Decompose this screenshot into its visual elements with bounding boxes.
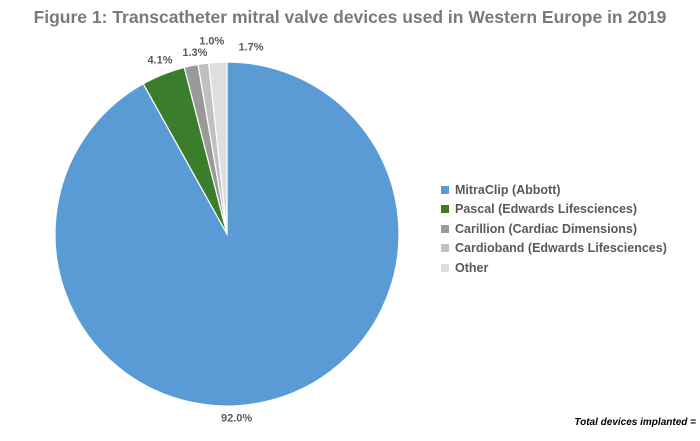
legend-swatch <box>441 224 449 233</box>
pie-slice-label-0: 92.0% <box>221 413 252 425</box>
chart-title: Figure 1: Transcatheter mitral valve dev… <box>33 7 667 27</box>
legend-item: Pascal (Edwards Lifesciences) <box>441 200 667 220</box>
legend-label: Cardioband (Edwards Lifesciences) <box>455 241 667 256</box>
legend-label: Carillion (Cardiac Dimensions) <box>455 221 637 236</box>
pie-slice-label-2: 1.3% <box>182 47 207 59</box>
pie-slice-label-3: 1.0% <box>199 36 224 48</box>
chart-legend: MitraClip (Abbott) Pascal (Edwards Lifesc… <box>441 180 667 278</box>
legend-swatch <box>441 244 449 253</box>
legend-swatch <box>441 263 449 272</box>
pie-slice-labels: 92.0% 4.1% 1.3%1.0% 1.7% <box>147 36 263 425</box>
total-devices-footnote: Total devices implanted = <box>574 417 696 428</box>
legend-swatch <box>441 185 449 194</box>
legend-swatch <box>441 205 449 214</box>
legend-item: Other <box>441 258 667 278</box>
legend-label: MitraClip (Abbott) <box>455 182 561 197</box>
legend-label: Other <box>455 260 489 275</box>
legend-label: Pascal (Edwards Lifesciences) <box>455 202 638 217</box>
legend-item: MitraClip (Abbott) <box>441 180 667 200</box>
pie-slices <box>54 61 400 407</box>
pie-slice-label-4: 1.7% <box>238 41 263 53</box>
pie-slice-4 <box>208 61 228 235</box>
legend-item: Carillion (Cardiac Dimensions) <box>441 219 667 239</box>
legend-item: Cardioband (Edwards Lifesciences) <box>441 239 667 259</box>
pie-slice-label-1: 4.1% <box>147 54 172 66</box>
